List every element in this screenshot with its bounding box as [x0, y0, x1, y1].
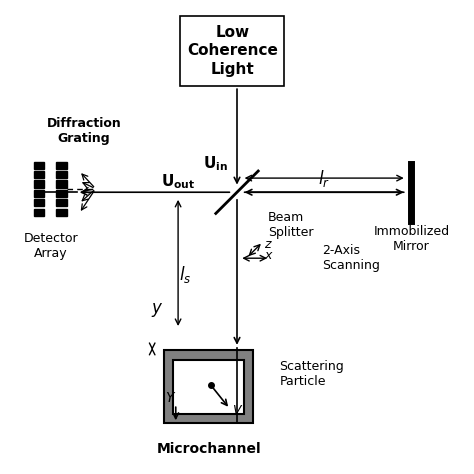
Text: Low
Coherence
Light: Low Coherence Light — [187, 25, 278, 77]
Bar — [35, 181, 44, 188]
Text: 2-Axis
Scanning: 2-Axis Scanning — [322, 244, 380, 272]
Bar — [55, 171, 67, 178]
Text: $z$: $z$ — [264, 238, 273, 251]
Text: Microchannel: Microchannel — [156, 442, 261, 456]
Text: Immobilized
Mirror: Immobilized Mirror — [374, 225, 449, 253]
Text: $l_s$: $l_s$ — [179, 264, 191, 285]
Text: Beam
Splitter: Beam Splitter — [268, 211, 313, 239]
Bar — [55, 181, 67, 188]
Bar — [173, 359, 244, 414]
Bar — [35, 199, 44, 206]
Text: $V$: $V$ — [232, 404, 244, 417]
Bar — [35, 209, 44, 216]
Text: Diffraction
Grating: Diffraction Grating — [46, 117, 121, 145]
Text: $\mathbf{U_{in}}$: $\mathbf{U_{in}}$ — [203, 155, 228, 173]
Text: $x$: $x$ — [264, 249, 274, 262]
Bar — [55, 199, 67, 206]
Bar — [55, 190, 67, 197]
Bar — [55, 162, 67, 169]
Bar — [35, 162, 44, 169]
Bar — [181, 16, 284, 86]
Text: $Y$: $Y$ — [165, 391, 177, 405]
Bar — [55, 209, 67, 216]
Text: $l_r$: $l_r$ — [318, 168, 330, 189]
Bar — [35, 190, 44, 197]
Text: $\mathbf{U_{out}}$: $\mathbf{U_{out}}$ — [161, 173, 195, 191]
Text: Detector
Array: Detector Array — [24, 232, 78, 260]
Text: $y$: $y$ — [151, 301, 163, 319]
Bar — [164, 350, 254, 423]
Text: Scattering
Particle: Scattering Particle — [279, 359, 344, 388]
Bar — [35, 171, 44, 178]
